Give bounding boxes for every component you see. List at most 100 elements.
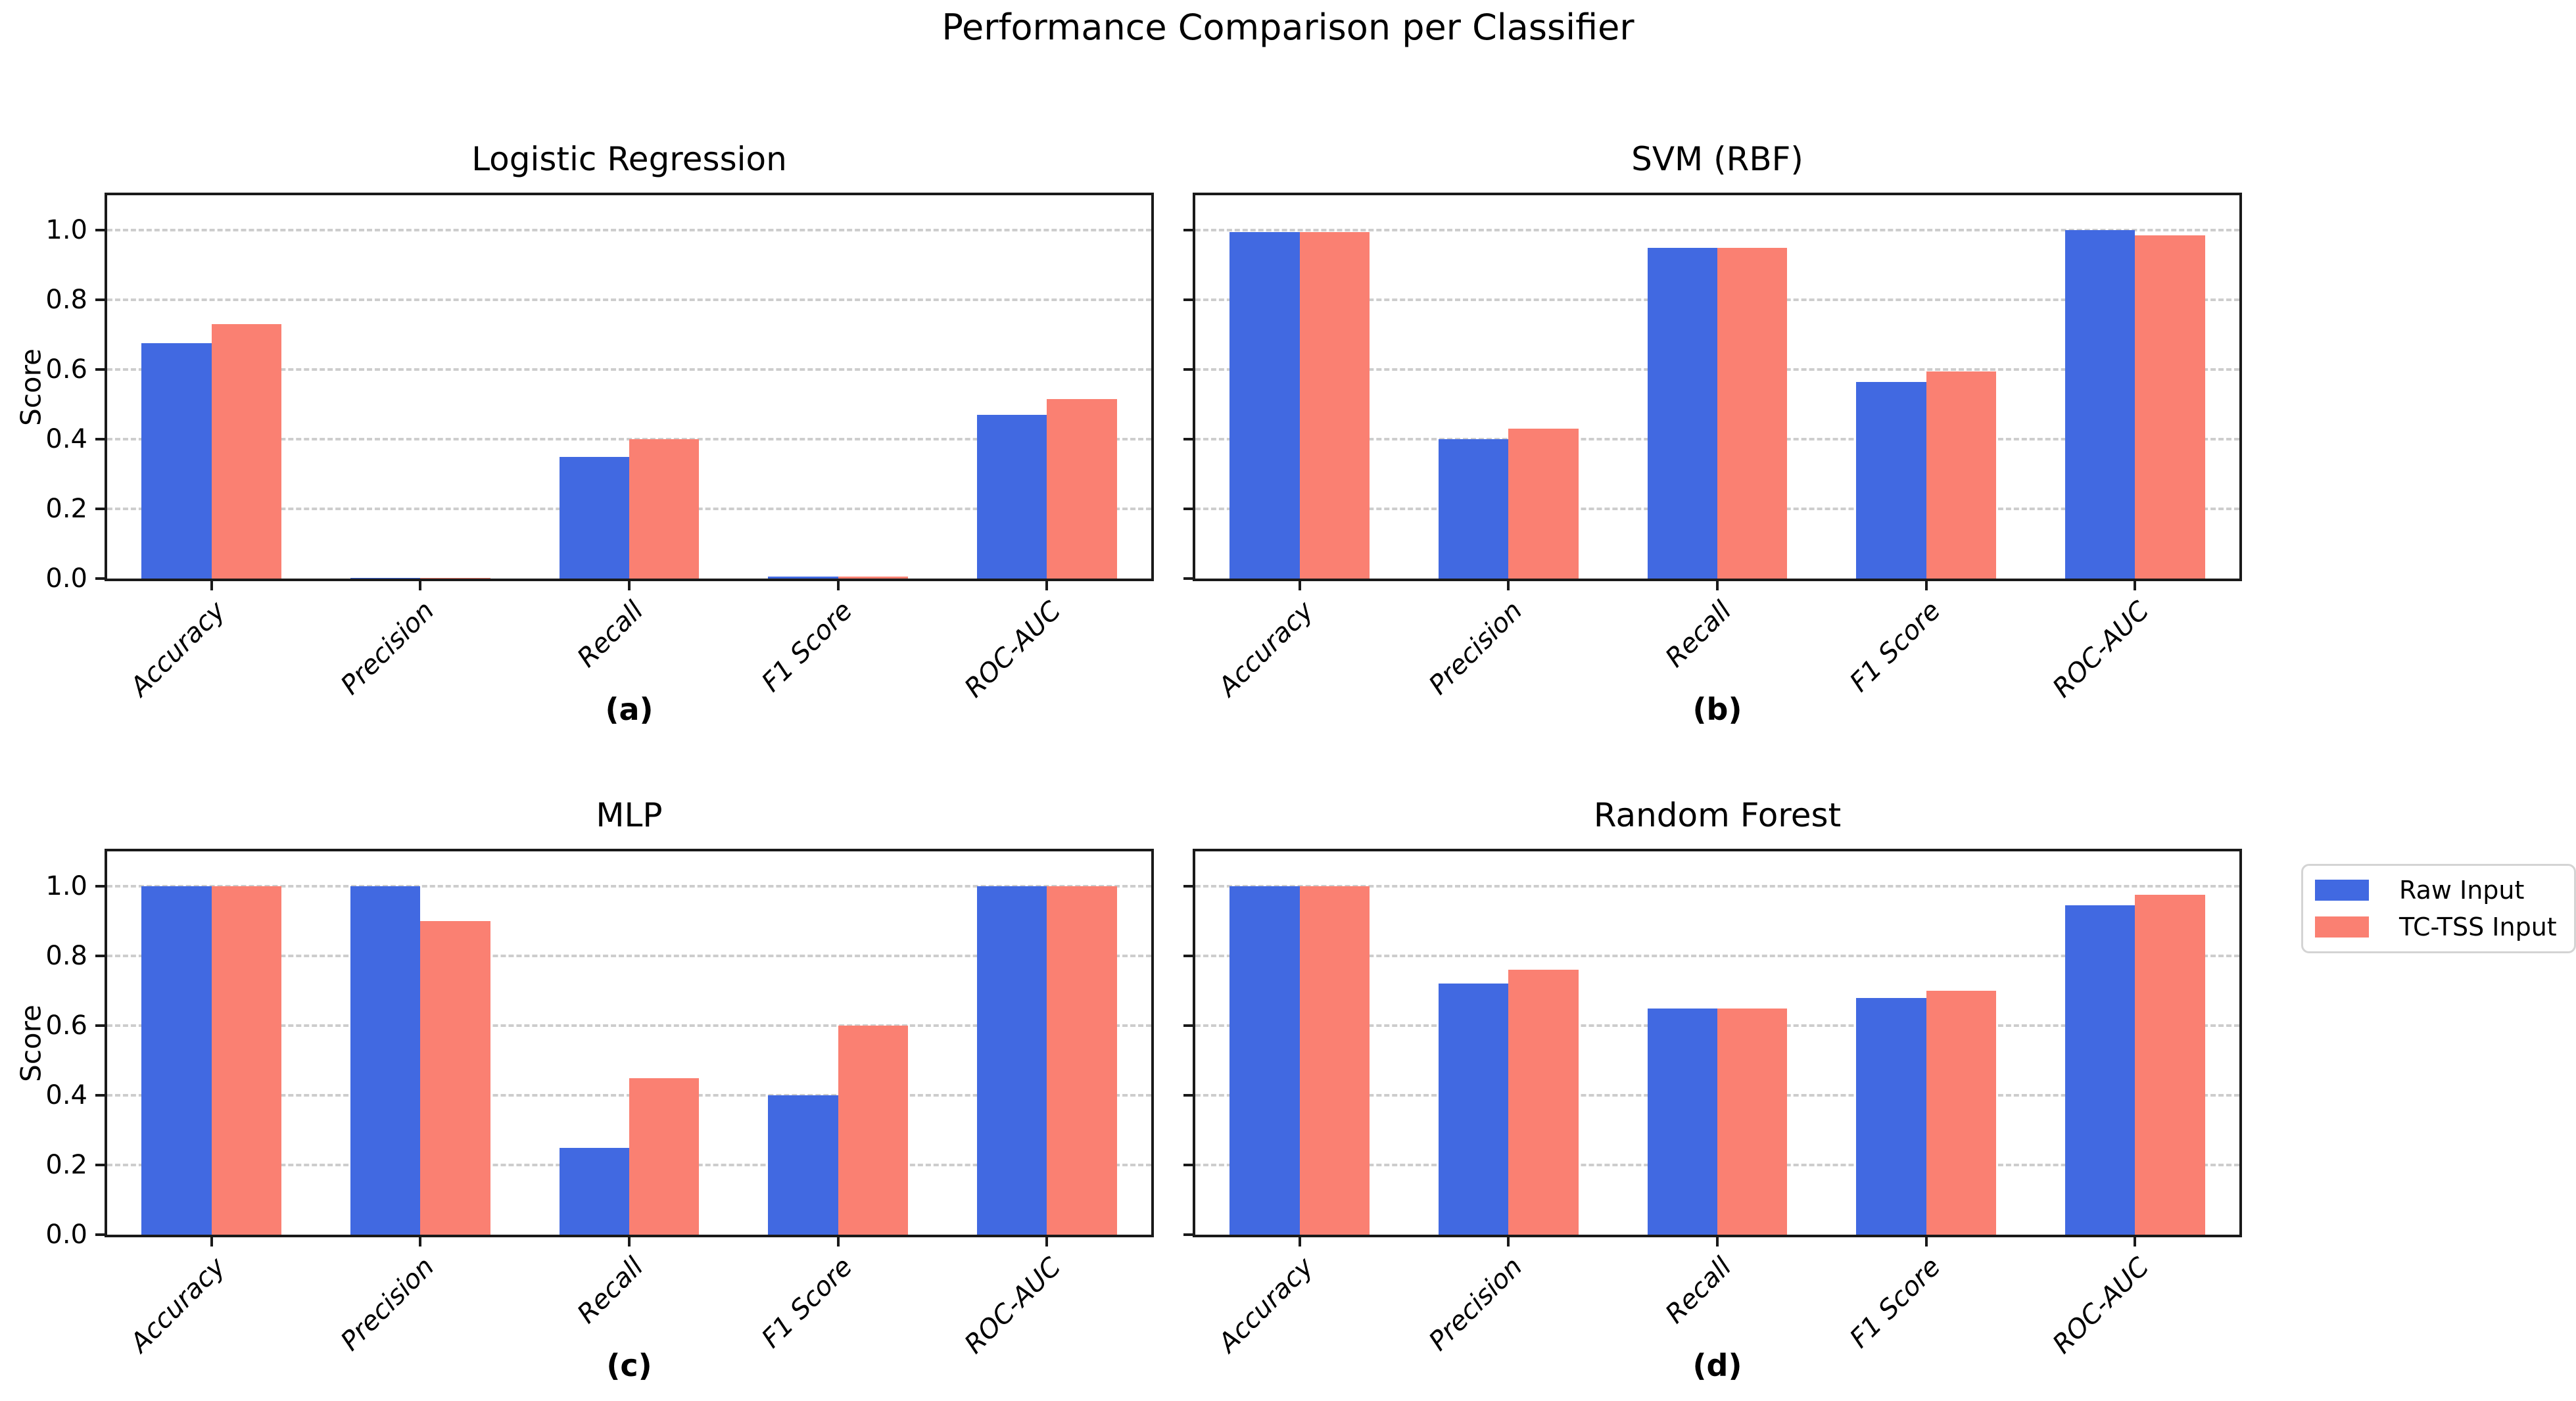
x-tick xyxy=(1045,581,1049,590)
y-tick xyxy=(95,885,105,888)
chart-title: SVM (RBF) xyxy=(1631,140,1803,178)
x-tick xyxy=(1507,1237,1510,1247)
x-tick-label: F1 Score xyxy=(1844,595,1947,698)
gridline xyxy=(1195,955,2239,957)
subplot-mlp: MLP Score 0.0 0.2 0.4 0.6 0.8 1.0 Accuracy Prec… xyxy=(15,796,1154,1383)
bar-tc-tss-input-recall xyxy=(1717,1008,1788,1235)
y-tick xyxy=(1183,955,1193,957)
y-tick xyxy=(1183,885,1193,888)
bar-tc-tss-input-recall xyxy=(1717,247,1788,579)
y-tick xyxy=(1183,1094,1193,1097)
bar-raw-input-f1-score xyxy=(768,1095,838,1235)
bar-tc-tss-input-precision xyxy=(1508,970,1579,1235)
legend-label-tc-tss-input: TC-TSS Input xyxy=(2399,913,2557,941)
x-tick xyxy=(1716,1237,1719,1247)
bar-tc-tss-input-precision xyxy=(1508,429,1579,579)
bar-tc-tss-input-accuracy xyxy=(211,324,282,579)
x-tick-label: Recall xyxy=(1659,1251,1738,1330)
bar-raw-input-precision xyxy=(1439,439,1509,579)
x-tick-label: ROC-AUC xyxy=(959,595,1067,704)
x-tick xyxy=(2134,1237,2137,1247)
y-tick xyxy=(1183,298,1193,301)
x-tick-label: Precision xyxy=(335,1251,441,1357)
bar-raw-input-roc-auc xyxy=(976,886,1047,1235)
bar-raw-input-accuracy xyxy=(141,343,212,579)
x-tick-label: Precision xyxy=(335,595,441,701)
y-tick xyxy=(95,577,105,580)
x-tick xyxy=(419,1237,422,1247)
y-tick xyxy=(1183,1024,1193,1027)
x-tick-label: Accuracy xyxy=(125,595,232,703)
y-tick xyxy=(95,298,105,301)
y-tick xyxy=(1183,368,1193,371)
legend: Raw Input TC-TSS Input xyxy=(2301,864,2576,953)
x-tick xyxy=(836,1237,840,1247)
x-tick xyxy=(628,581,631,590)
bar-tc-tss-input-f1-score xyxy=(1926,371,1996,579)
x-tick-label: F1 Score xyxy=(755,595,859,698)
y-tick-label: 0.6 xyxy=(45,1010,87,1041)
chart-title: Logistic Regression xyxy=(471,140,787,178)
panel-caption: (c) xyxy=(606,1348,652,1383)
y-tick-label: 0.8 xyxy=(45,941,87,971)
x-tick-label: Accuracy xyxy=(1213,1251,1320,1359)
gridline xyxy=(107,885,1151,888)
legend-swatch-tc-tss-input xyxy=(2315,916,2369,938)
bar-raw-input-recall xyxy=(559,456,629,579)
y-tick xyxy=(95,1164,105,1166)
bar-raw-input-f1-score xyxy=(1856,997,1926,1235)
x-tick xyxy=(628,1237,631,1247)
bar-raw-input-accuracy xyxy=(141,886,212,1235)
y-tick xyxy=(1183,1164,1193,1166)
x-tick xyxy=(1298,1237,1301,1247)
legend-item-tc-tss-input: TC-TSS Input xyxy=(2315,914,2557,939)
x-tick-label: Accuracy xyxy=(125,1251,232,1359)
gridline xyxy=(107,368,1151,371)
x-tick xyxy=(1924,581,1928,590)
gridline xyxy=(107,229,1151,231)
y-tick xyxy=(95,368,105,371)
bar-tc-tss-input-recall xyxy=(629,439,700,579)
x-tick xyxy=(1924,1237,1928,1247)
y-tick-label: 0.0 xyxy=(45,1220,87,1250)
bar-tc-tss-input-accuracy xyxy=(1299,231,1370,579)
y-tick-label: 1.0 xyxy=(45,215,87,245)
plot-area: 0.0 0.2 0.4 0.6 0.8 1.0 Accuracy Precision Recal… xyxy=(45,849,1154,1360)
y-tick xyxy=(95,438,105,440)
x-tick-label: ROC-AUC xyxy=(959,1251,1067,1360)
x-tick-label: Precision xyxy=(1423,595,1529,701)
bar-raw-input-accuracy xyxy=(1229,231,1300,579)
x-tick-label: Precision xyxy=(1423,1251,1529,1357)
plot-area: 0.0 0.2 0.4 0.6 0.8 1.0 Accuracy Precision Recal… xyxy=(45,193,1154,703)
bar-raw-input-recall xyxy=(1647,247,1717,579)
x-tick xyxy=(1298,581,1301,590)
y-tick-label: 0.4 xyxy=(45,424,87,454)
panel-caption: (b) xyxy=(1692,692,1742,727)
bar-raw-input-precision xyxy=(350,886,421,1235)
legend-label-raw-input: Raw Input xyxy=(2399,876,2525,905)
bar-tc-tss-input-roc-auc xyxy=(1047,886,1117,1235)
x-tick-label: F1 Score xyxy=(755,1251,859,1354)
gridline xyxy=(107,1024,1151,1027)
y-tick-label: 0.2 xyxy=(45,494,87,524)
bar-raw-input-precision xyxy=(1439,984,1509,1235)
bar-tc-tss-input-precision xyxy=(420,577,490,579)
y-tick xyxy=(1183,508,1193,510)
bar-raw-input-accuracy xyxy=(1229,886,1300,1235)
bar-tc-tss-input-f1-score xyxy=(838,577,908,579)
bar-raw-input-f1-score xyxy=(1856,381,1926,579)
y-tick xyxy=(95,955,105,957)
bar-raw-input-roc-auc xyxy=(2064,230,2135,579)
bar-tc-tss-input-roc-auc xyxy=(2135,895,2205,1235)
y-tick xyxy=(95,1233,105,1236)
bar-tc-tss-input-f1-score xyxy=(1926,991,1996,1235)
x-tick xyxy=(2134,581,2137,590)
y-tick xyxy=(95,1024,105,1027)
x-tick xyxy=(1716,581,1719,590)
plot-area: Accuracy Precision Recall F1 Score ROC-AUC xyxy=(1183,849,2242,1360)
x-tick xyxy=(1045,1237,1049,1247)
x-tick-label: Recall xyxy=(1659,595,1738,674)
y-tick xyxy=(1183,229,1193,231)
bar-tc-tss-input-f1-score xyxy=(838,1026,908,1235)
